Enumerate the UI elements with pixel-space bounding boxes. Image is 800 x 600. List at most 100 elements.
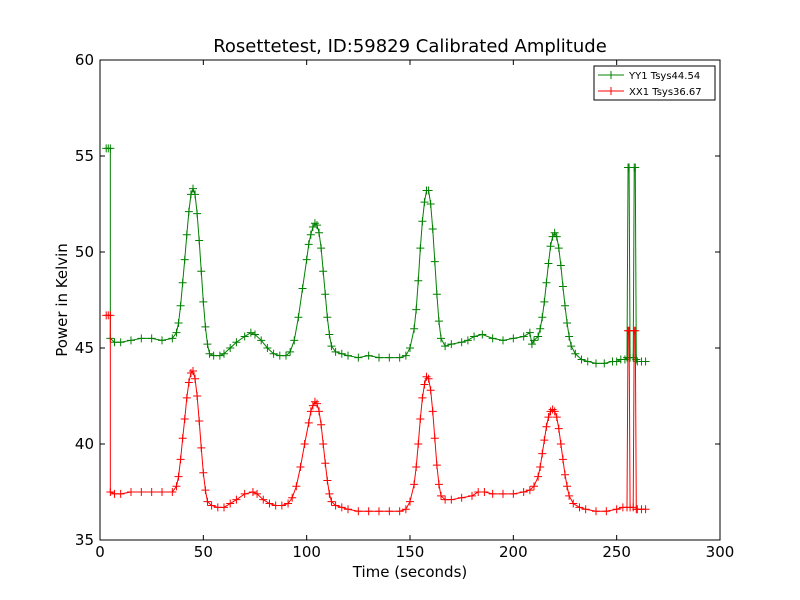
data-point [420,380,429,389]
y-axis-label: Power in Kelvin [53,243,71,357]
data-point [631,163,640,172]
data-point [385,353,394,362]
data-point [172,482,181,491]
data-point [534,472,543,481]
data-point [364,351,373,360]
legend-label: XX1 Tsys36.67 [629,87,702,98]
data-point [354,507,363,516]
data-point [546,242,555,251]
data-point [563,482,572,491]
data-point [468,491,476,500]
data-point [536,463,545,472]
data-point [174,472,183,481]
x-tick-label: 300 [706,543,735,561]
data-point [561,301,569,310]
data-point [641,357,650,366]
data-point [428,407,437,416]
data-point [137,334,146,343]
data-point [631,326,640,335]
data-point [147,334,156,343]
data-point [410,324,419,333]
data-point [197,443,206,452]
data-point [319,267,328,276]
x-axis-label: Time (seconds) [352,563,468,581]
data-point [612,505,621,514]
data-point [257,336,266,345]
data-point [426,386,435,395]
data-point [308,401,317,410]
data-point [571,349,580,358]
data-point [265,499,274,508]
data-point [321,459,330,468]
data-point [581,505,590,514]
data-point [193,209,202,218]
y-tick-label: 60 [75,51,94,69]
data-point [592,359,600,368]
data-point [220,349,228,358]
data-point [525,486,534,495]
data-point [189,367,197,376]
data-point [550,228,559,237]
data-point [344,351,352,360]
data-point [176,301,185,310]
data-point [406,344,414,352]
data-point [282,351,290,360]
data-point [176,455,185,464]
data-point [331,347,340,356]
data-point [323,313,332,322]
data-point [544,259,553,268]
data-point [319,440,328,448]
data-point [558,282,567,291]
data-point [530,482,538,491]
data-point [313,221,321,230]
data-point [331,501,340,510]
legend-box [593,65,716,101]
data-point [201,486,210,495]
data-point [602,507,611,516]
data-point [410,480,419,489]
data-point [240,332,249,341]
series-xx1 [102,311,650,516]
data-point [325,489,334,498]
y-tick-label: 50 [75,243,94,261]
data-point [428,224,437,233]
data-point [220,503,228,512]
data-point [308,223,317,232]
data-point [263,344,272,352]
data-point [201,322,210,331]
data-point [430,257,439,266]
data-point [203,497,212,506]
data-point [248,488,257,496]
data-point [375,353,383,362]
data-point [447,340,456,349]
legend-marker [607,87,615,95]
data-point [106,144,115,153]
data-point [542,278,551,287]
data-point [364,507,373,516]
data-point [412,463,421,472]
data-point [432,290,441,299]
data-point [199,468,208,477]
data-point [288,493,297,502]
data-point [542,422,551,431]
data-point [137,488,146,496]
data-point [313,399,321,408]
data-point [530,336,538,345]
data-point [447,495,456,504]
data-point [600,359,609,368]
data-point [310,219,319,228]
data-point [277,501,286,510]
data-point [180,255,189,264]
data-point [178,434,187,443]
data-point [337,349,346,358]
x-tick-label: 150 [396,543,425,561]
data-point [290,336,299,345]
data-point [548,405,557,414]
data-point [563,319,572,328]
data-point [304,240,313,249]
data-point [172,328,181,337]
data-point [422,372,431,381]
data-point [525,328,534,337]
data-point [488,489,497,498]
x-axis: 0 50 100 150 200 250 300 [95,60,734,561]
